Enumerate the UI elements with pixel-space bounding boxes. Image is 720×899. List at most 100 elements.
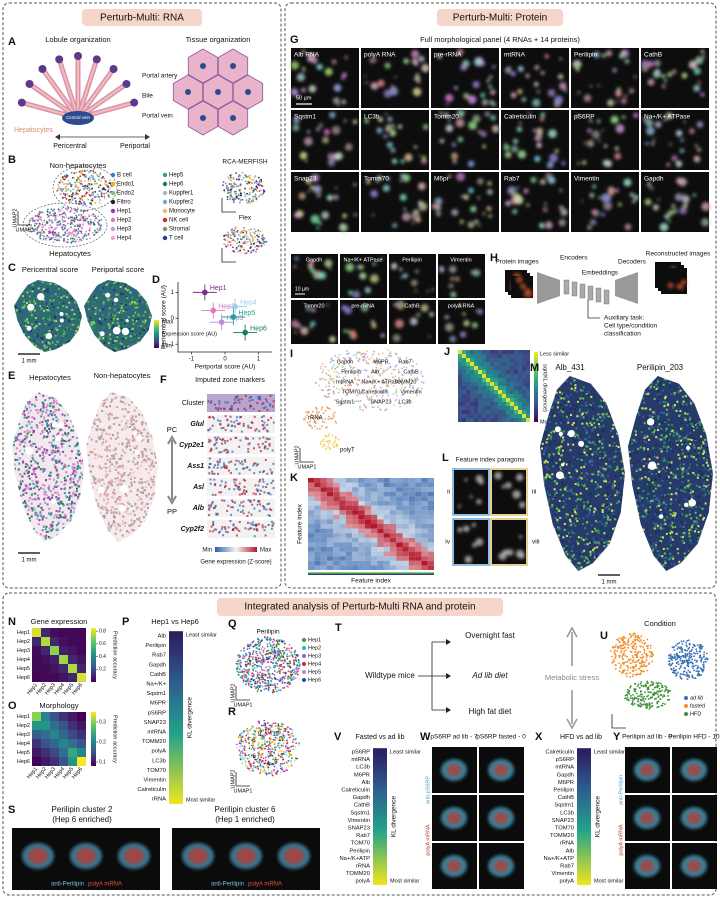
tissue-dot <box>23 529 26 532</box>
tissue-dot <box>77 462 80 465</box>
signal <box>463 320 470 327</box>
signal <box>411 49 420 58</box>
tissue-dot <box>54 514 57 517</box>
signal <box>624 223 632 231</box>
tissue-dot <box>34 344 37 347</box>
tissue-dot <box>125 337 128 340</box>
embedding-point <box>75 235 77 238</box>
embedding-point <box>239 250 242 253</box>
heat-cell <box>218 402 221 405</box>
tissue-dot <box>19 329 22 332</box>
tissue-dot <box>146 340 149 343</box>
heat-cell <box>261 524 264 527</box>
tissue-dot <box>116 433 119 436</box>
signal <box>450 276 454 281</box>
tissue-dot <box>114 500 117 503</box>
tissue-dot <box>27 471 30 474</box>
tissue-dot <box>146 537 149 540</box>
tissue-dot <box>91 498 94 501</box>
embedding-point <box>83 174 85 176</box>
tissue-dot <box>141 491 144 494</box>
tissue-dot <box>123 345 126 348</box>
signal <box>632 200 636 204</box>
tissue-dot <box>72 323 75 326</box>
tissue-dot <box>108 326 111 329</box>
tissue-dot <box>72 521 75 524</box>
embedding-point <box>224 182 227 185</box>
tissue-dot <box>43 456 46 459</box>
tissue-dot <box>150 398 153 401</box>
tissue-dot <box>154 433 157 436</box>
heat-cell <box>262 470 265 473</box>
tissue-dot <box>64 332 67 335</box>
tissue-dot <box>122 309 125 312</box>
tissue-dot <box>110 511 113 514</box>
tissue-dot <box>15 309 18 312</box>
tissue-dot <box>32 527 35 530</box>
micrograph-signal <box>292 111 358 167</box>
tissue-dot <box>154 456 157 459</box>
embedding-point <box>67 217 70 220</box>
tissue-dot <box>69 529 72 532</box>
tissue-dot <box>77 293 80 296</box>
embedding-point <box>263 190 266 193</box>
tissue-dot <box>148 301 151 304</box>
tissue-dot <box>42 317 45 320</box>
embedding-point <box>248 181 251 184</box>
tissue-dot <box>124 525 127 528</box>
tile-label: Gapdh <box>644 176 664 183</box>
signal <box>326 304 329 307</box>
tissue-dot <box>124 283 127 286</box>
heat-strip <box>207 499 275 517</box>
heat-cell <box>219 420 222 423</box>
embedding-point <box>236 237 239 240</box>
signal <box>547 176 556 185</box>
heat-cell <box>207 400 210 403</box>
tissue-dot <box>129 524 132 527</box>
heat-cell <box>215 512 218 515</box>
embedding-point <box>86 209 89 212</box>
signal <box>516 186 520 190</box>
tissue-dot <box>155 412 158 415</box>
tissue-dot <box>151 462 154 465</box>
signal <box>488 214 492 218</box>
tissue-dot <box>86 347 89 350</box>
tissue-dot <box>53 336 56 339</box>
tissue-dot <box>31 323 34 326</box>
embedding-point <box>84 170 86 172</box>
embedding-point <box>87 178 90 180</box>
tissue-dot <box>83 504 84 507</box>
heat-cell <box>257 397 260 400</box>
tissue-dot <box>128 524 131 527</box>
embedding-point <box>109 191 111 194</box>
tissue-dot <box>31 508 34 511</box>
tissue-dot <box>55 392 58 395</box>
tissue-dot <box>80 294 82 297</box>
embedding-point <box>348 387 351 390</box>
encoder <box>537 272 560 304</box>
heat-cell <box>213 528 216 531</box>
tissue-dot <box>145 468 148 471</box>
embedding-point <box>93 229 96 232</box>
tissue-dot <box>121 502 124 505</box>
tissue-dot <box>53 399 56 402</box>
signal <box>597 139 601 143</box>
heat-cell <box>262 407 265 410</box>
tissue-dot <box>120 302 123 305</box>
tissue-dot <box>125 347 128 350</box>
signal <box>491 124 500 133</box>
signal <box>659 222 669 232</box>
heat-cell <box>252 437 255 440</box>
embedding-point <box>244 240 247 243</box>
embedding-point <box>98 219 101 222</box>
tissue-dot <box>79 300 82 303</box>
tissue-dot <box>22 536 25 539</box>
tissue-dot <box>146 322 149 325</box>
embedding-point <box>50 208 53 211</box>
tissue-dot <box>79 452 82 455</box>
tissue-dot <box>79 297 82 300</box>
tissue-dot <box>39 468 42 471</box>
tissue-dot <box>132 522 135 525</box>
tissue-dot <box>128 441 131 444</box>
tissue-dot <box>137 498 140 501</box>
